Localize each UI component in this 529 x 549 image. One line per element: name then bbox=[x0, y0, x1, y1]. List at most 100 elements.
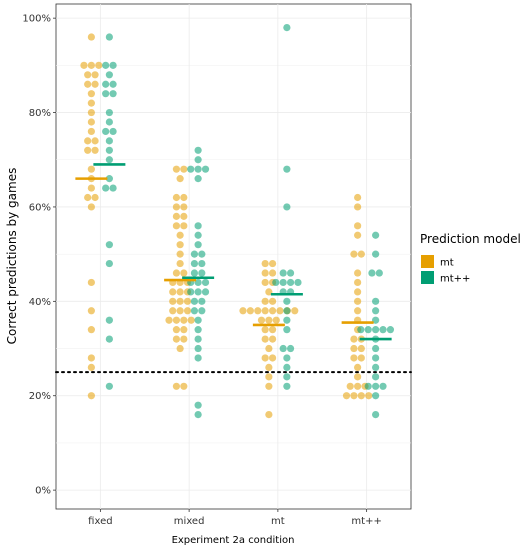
data-point bbox=[91, 71, 99, 79]
data-point bbox=[190, 307, 199, 315]
data-point bbox=[187, 288, 195, 296]
data-point bbox=[180, 269, 188, 277]
data-point bbox=[357, 326, 365, 334]
data-point bbox=[354, 297, 362, 305]
data-point bbox=[283, 373, 291, 381]
data-point bbox=[105, 146, 113, 154]
y-axis-title: Correct predictions by games bbox=[5, 168, 19, 345]
data-point bbox=[176, 259, 184, 268]
data-point bbox=[368, 269, 376, 277]
data-point bbox=[180, 193, 188, 202]
data-point bbox=[105, 316, 113, 324]
data-point bbox=[261, 307, 269, 315]
data-point bbox=[169, 297, 177, 305]
data-point bbox=[87, 118, 95, 126]
data-point bbox=[350, 335, 358, 343]
data-point bbox=[261, 335, 269, 343]
data-point bbox=[265, 344, 273, 353]
data-point bbox=[350, 344, 358, 353]
data-point bbox=[198, 250, 206, 258]
data-point bbox=[190, 297, 199, 305]
data-point bbox=[372, 297, 380, 305]
data-point bbox=[354, 363, 362, 372]
data-point bbox=[283, 165, 291, 173]
data-point bbox=[87, 108, 95, 117]
data-point bbox=[87, 326, 95, 334]
data-point bbox=[87, 61, 95, 69]
data-point bbox=[180, 335, 188, 343]
data-point bbox=[91, 146, 99, 154]
data-point bbox=[172, 203, 181, 211]
data-point bbox=[257, 316, 266, 324]
data-point bbox=[180, 316, 188, 324]
data-point bbox=[109, 90, 117, 98]
data-point bbox=[87, 392, 95, 400]
data-point bbox=[372, 411, 380, 419]
data-point bbox=[91, 137, 99, 145]
data-point bbox=[176, 231, 184, 239]
data-point bbox=[183, 297, 192, 305]
data-point bbox=[172, 382, 181, 390]
data-point bbox=[180, 326, 188, 334]
data-point bbox=[198, 297, 206, 305]
data-point bbox=[176, 175, 184, 183]
data-point bbox=[109, 61, 117, 69]
data-point bbox=[105, 335, 113, 343]
data-point bbox=[194, 344, 202, 353]
data-point bbox=[169, 307, 177, 315]
data-point bbox=[87, 165, 95, 173]
y-tick-label: 80% bbox=[29, 108, 51, 119]
data-point bbox=[194, 231, 202, 239]
data-point bbox=[283, 307, 291, 315]
data-point bbox=[194, 146, 202, 154]
data-point bbox=[194, 411, 202, 419]
data-point bbox=[357, 392, 365, 400]
legend-label: mt bbox=[440, 258, 454, 269]
data-point bbox=[272, 316, 280, 324]
data-point bbox=[283, 326, 291, 334]
data-point bbox=[87, 127, 95, 136]
data-point bbox=[246, 307, 254, 315]
data-point bbox=[80, 61, 88, 69]
data-point bbox=[265, 373, 273, 381]
data-point bbox=[379, 326, 387, 334]
data-point bbox=[265, 411, 273, 419]
data-point bbox=[172, 326, 181, 334]
data-point bbox=[354, 382, 362, 390]
data-point bbox=[180, 212, 188, 220]
data-point bbox=[87, 278, 95, 287]
data-point bbox=[372, 363, 380, 372]
data-point bbox=[346, 382, 354, 390]
data-point bbox=[261, 297, 269, 305]
data-point bbox=[180, 382, 188, 390]
data-point bbox=[198, 269, 206, 277]
y-tick-label: 100% bbox=[22, 14, 51, 25]
data-point bbox=[172, 335, 181, 343]
data-point bbox=[172, 222, 181, 230]
data-point bbox=[180, 222, 188, 230]
legend-title: Prediction model bbox=[420, 232, 521, 246]
panel-background bbox=[55, 3, 412, 510]
data-point bbox=[194, 165, 202, 173]
legend: Prediction model mt mt++ bbox=[420, 232, 521, 285]
data-point bbox=[190, 269, 199, 277]
data-point bbox=[294, 278, 302, 287]
data-point bbox=[176, 288, 184, 296]
data-point bbox=[265, 316, 273, 324]
data-point bbox=[194, 278, 202, 287]
x-tick-label: fixed bbox=[88, 516, 112, 527]
data-point bbox=[283, 354, 291, 362]
data-point bbox=[176, 344, 184, 353]
data-point bbox=[105, 382, 113, 390]
data-point bbox=[350, 392, 358, 400]
data-point bbox=[187, 316, 195, 324]
data-point bbox=[276, 307, 284, 315]
data-point bbox=[180, 203, 188, 211]
data-point bbox=[84, 71, 92, 79]
data-point bbox=[84, 80, 92, 88]
data-point bbox=[194, 354, 202, 362]
x-tick-label: mt bbox=[271, 516, 285, 527]
data-point bbox=[198, 307, 206, 315]
data-point bbox=[291, 307, 299, 315]
data-point bbox=[198, 259, 206, 268]
